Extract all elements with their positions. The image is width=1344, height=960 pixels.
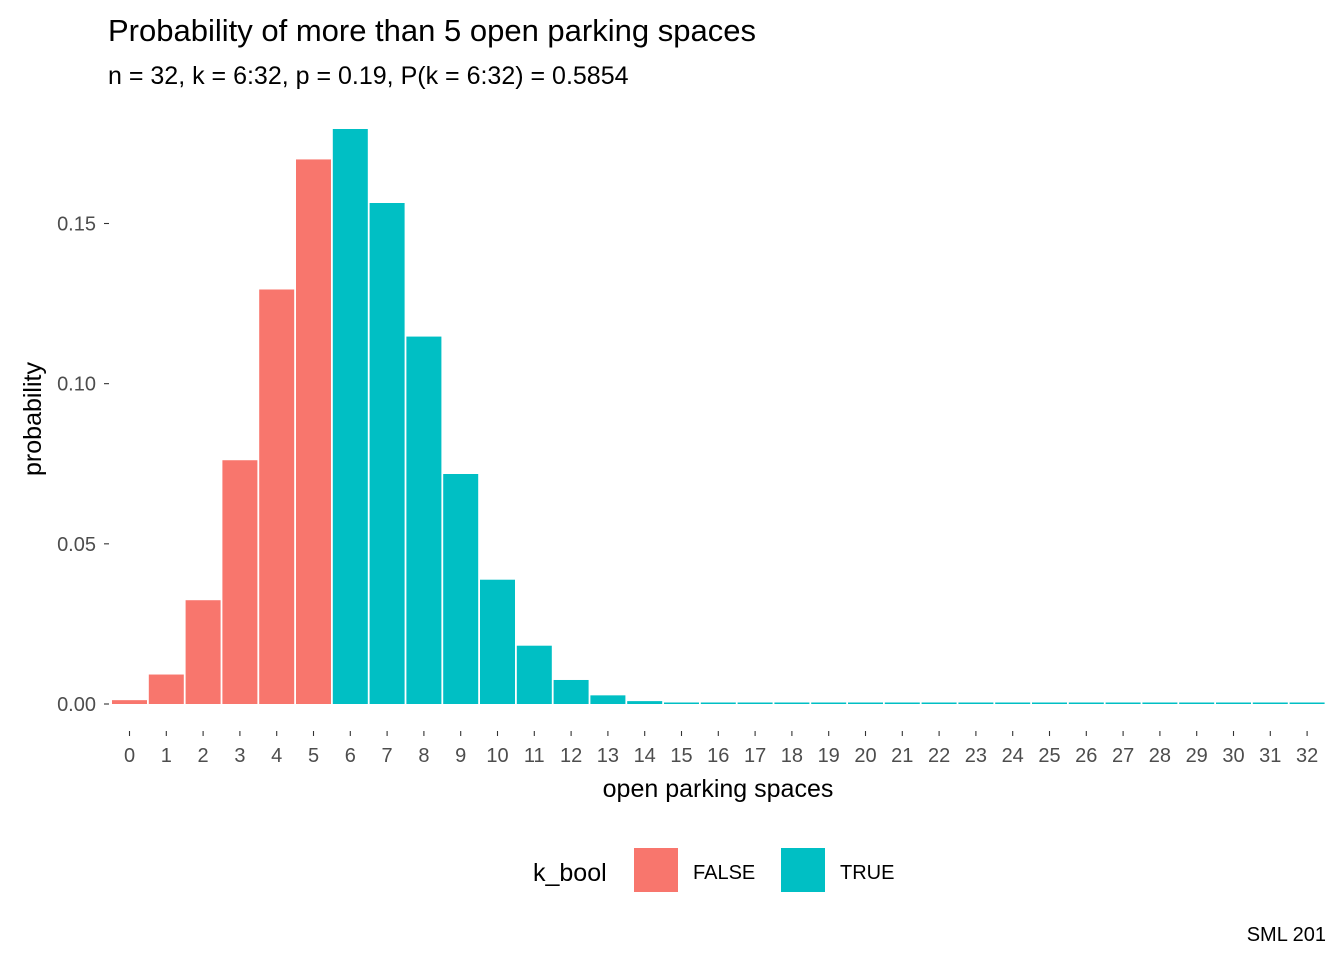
x-axis-title: open parking spaces bbox=[603, 775, 834, 803]
x-tick-label: 30 bbox=[1222, 745, 1244, 767]
x-tick-label: 23 bbox=[965, 745, 987, 767]
x-tick-label: 5 bbox=[308, 745, 319, 767]
legend: k_bool FALSE TRUE bbox=[533, 848, 894, 892]
bar-22 bbox=[921, 702, 957, 704]
bar-14 bbox=[627, 701, 663, 704]
bar-10 bbox=[480, 579, 515, 704]
bar-13 bbox=[590, 695, 626, 704]
x-tick-label: 17 bbox=[744, 745, 766, 767]
legend-swatch-false bbox=[634, 848, 678, 892]
bar-18 bbox=[774, 702, 810, 704]
bar-5 bbox=[296, 159, 331, 704]
bar-25 bbox=[1032, 702, 1067, 704]
x-tick-label: 24 bbox=[1002, 745, 1024, 767]
legend-label-false: FALSE bbox=[693, 862, 755, 884]
x-tick-label: 2 bbox=[198, 745, 209, 767]
x-tick-label: 12 bbox=[560, 745, 582, 767]
y-tick-label: 0.10 bbox=[57, 374, 96, 396]
bar-6 bbox=[332, 129, 368, 704]
bar-7 bbox=[369, 203, 405, 704]
x-tick-label: 13 bbox=[597, 745, 619, 767]
chart-subtitle: n = 32, k = 6:32, p = 0.19, P(k = 6:32) … bbox=[108, 62, 629, 90]
bar-8 bbox=[406, 336, 442, 704]
y-tick-label: 0.05 bbox=[57, 534, 96, 556]
bar-9 bbox=[443, 474, 479, 704]
x-tick-label: 8 bbox=[418, 745, 429, 767]
bar-27 bbox=[1105, 702, 1141, 704]
x-tick-label: 15 bbox=[670, 745, 692, 767]
x-tick-label: 6 bbox=[345, 745, 356, 767]
bar-16 bbox=[700, 702, 736, 704]
bar-29 bbox=[1179, 702, 1215, 704]
bar-24 bbox=[995, 702, 1031, 704]
x-tick-label: 28 bbox=[1149, 745, 1171, 767]
bar-30 bbox=[1216, 702, 1251, 704]
legend-title: k_bool bbox=[533, 859, 607, 887]
bar-31 bbox=[1252, 702, 1288, 704]
x-tick-label: 4 bbox=[271, 745, 282, 767]
bar-0 bbox=[112, 700, 147, 704]
bar-3 bbox=[222, 460, 258, 704]
bar-23 bbox=[958, 702, 994, 704]
plot-area: 0.000.050.100.15 0 1 2 3 4 5 6 7 8 9 10 11 12 13 14 15 1… bbox=[57, 129, 1325, 767]
bar-20 bbox=[848, 702, 883, 704]
caption: SML 201 bbox=[1247, 924, 1326, 946]
y-tick-label: 0.00 bbox=[57, 694, 96, 716]
bar-21 bbox=[884, 702, 920, 704]
x-tick-label: 1 bbox=[161, 745, 172, 767]
bar-28 bbox=[1142, 702, 1178, 704]
x-tick-label: 11 bbox=[524, 745, 545, 767]
x-tick-label: 27 bbox=[1112, 745, 1134, 767]
x-tick-label: 14 bbox=[634, 745, 656, 767]
bar-2 bbox=[185, 600, 221, 704]
bar-26 bbox=[1068, 702, 1104, 704]
bar-4 bbox=[259, 289, 295, 704]
x-tick-label: 9 bbox=[455, 745, 466, 767]
legend-swatch-true bbox=[781, 848, 825, 892]
x-tick-label: 18 bbox=[781, 745, 803, 767]
bar-11 bbox=[516, 645, 552, 704]
y-tick-label: 0.15 bbox=[57, 214, 96, 236]
x-tick-label: 10 bbox=[486, 745, 508, 767]
x-tick-label: 20 bbox=[854, 745, 876, 767]
x-tick-label: 21 bbox=[891, 745, 913, 767]
bars bbox=[112, 129, 1325, 704]
x-axis: 0 1 2 3 4 5 6 7 8 9 10 11 12 13 14 15 16 17 18 19 20 21 22 23 24… bbox=[124, 731, 1318, 767]
y-axis: 0.00 0.05 0.10 0.15 bbox=[57, 214, 109, 716]
x-tick-label: 29 bbox=[1186, 745, 1208, 767]
y-axis-title: probability bbox=[19, 362, 47, 476]
x-tick-label: 16 bbox=[707, 745, 729, 767]
x-tick-label: 0 bbox=[124, 745, 135, 767]
bar-32 bbox=[1289, 702, 1325, 704]
x-tick-label: 19 bbox=[818, 745, 840, 767]
x-tick-label: 7 bbox=[382, 745, 393, 767]
bar-19 bbox=[811, 702, 847, 704]
bar-12 bbox=[553, 679, 589, 704]
bar-1 bbox=[148, 674, 184, 704]
x-tick-label: 25 bbox=[1038, 745, 1060, 767]
x-tick-label: 22 bbox=[928, 745, 950, 767]
x-tick-label: 26 bbox=[1075, 745, 1097, 767]
x-tick-label: 3 bbox=[234, 745, 245, 767]
legend-label-true: TRUE bbox=[840, 862, 894, 884]
chart-title: Probability of more than 5 open parking … bbox=[108, 13, 756, 48]
x-tick-label: 31 bbox=[1259, 745, 1281, 767]
bar-17 bbox=[737, 702, 773, 704]
x-tick-label: 32 bbox=[1296, 745, 1318, 767]
bar-15 bbox=[664, 702, 699, 704]
